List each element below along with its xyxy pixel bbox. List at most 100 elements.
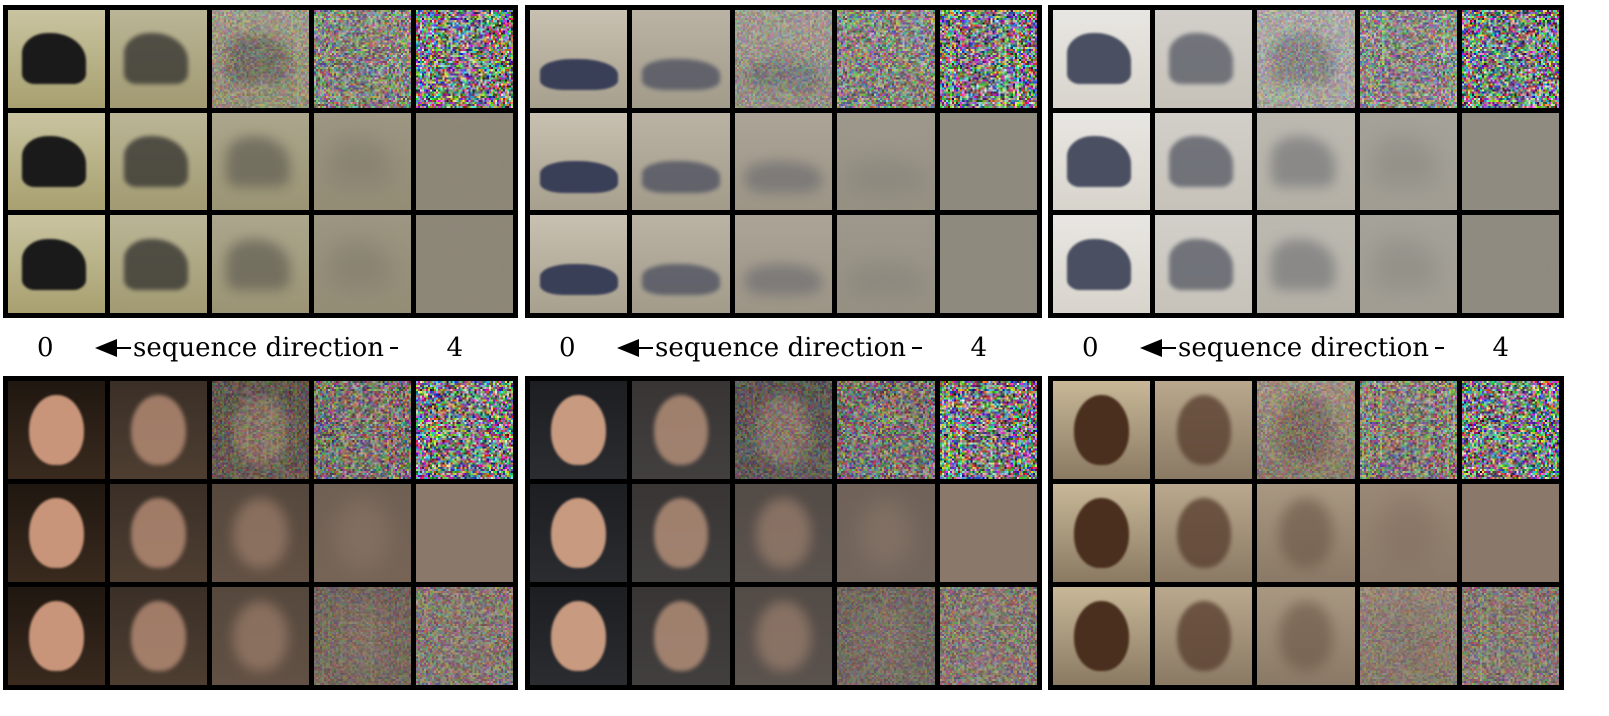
subject-shape xyxy=(21,238,86,290)
sample-image xyxy=(1257,10,1355,108)
subject-shape xyxy=(1074,497,1129,569)
sequence-end-label: 4 xyxy=(970,333,987,363)
subject-shape xyxy=(1278,600,1334,672)
sample-image xyxy=(1053,10,1151,108)
noise-overlay xyxy=(1359,381,1457,479)
subject-shape xyxy=(1373,136,1438,187)
subject-shape xyxy=(539,161,618,193)
subject-shape xyxy=(949,264,1028,296)
subject-shape xyxy=(1475,238,1540,290)
subject-shape xyxy=(21,33,86,85)
sample-image xyxy=(416,381,513,479)
subject-shape xyxy=(429,238,494,290)
sample-image xyxy=(1461,587,1559,685)
sample-image xyxy=(1359,112,1457,211)
sample-image xyxy=(110,587,207,685)
sequence-start-label: 0 xyxy=(1082,333,1099,363)
subject-shape xyxy=(551,600,606,672)
sample-image xyxy=(314,381,411,479)
noise-overlay xyxy=(314,10,411,108)
noise-overlay xyxy=(416,381,513,479)
sequence-caption: 0 sequence direction 4 xyxy=(525,326,1042,370)
subject-shape xyxy=(1475,136,1540,187)
sample-image xyxy=(530,112,628,211)
arrow-shaft xyxy=(117,347,131,349)
sample-image xyxy=(1053,112,1151,211)
sample-image xyxy=(1461,112,1559,211)
subject-shape xyxy=(756,600,811,672)
subject-shape xyxy=(642,161,721,193)
noise-overlay xyxy=(1257,381,1355,479)
subject-shape xyxy=(225,136,290,187)
subject-shape xyxy=(653,497,709,569)
sample-image xyxy=(8,381,105,479)
sequence-caption: 0 sequence direction 4 xyxy=(3,326,518,370)
sample-image xyxy=(1053,484,1151,582)
sample-image xyxy=(212,587,309,685)
subject-shape xyxy=(744,264,823,296)
sequence-caption: 0 sequence direction 4 xyxy=(1048,326,1564,370)
sample-image xyxy=(1155,587,1253,685)
sample-image xyxy=(1257,381,1355,479)
subject-shape xyxy=(131,497,186,569)
subject-shape xyxy=(1176,600,1231,672)
subject-shape xyxy=(539,58,618,91)
sample-grid-horse xyxy=(3,5,518,318)
subject-shape xyxy=(642,264,721,296)
sample-image xyxy=(734,381,833,479)
sample-image xyxy=(1155,112,1253,211)
noise-overlay xyxy=(1257,10,1355,108)
sample-image xyxy=(1461,381,1559,479)
sample-image xyxy=(734,587,833,685)
arrow-shaft xyxy=(389,347,398,349)
subject-shape xyxy=(29,394,84,466)
subject-shape xyxy=(846,161,925,193)
sample-image xyxy=(939,112,1037,211)
sample-image xyxy=(8,587,105,685)
subject-shape xyxy=(233,600,288,672)
sample-image xyxy=(632,112,730,211)
sample-image xyxy=(110,484,207,582)
arrow-shaft xyxy=(639,347,653,349)
noise-overlay xyxy=(314,381,411,479)
sample-grid-face-man xyxy=(525,376,1042,690)
subject-shape xyxy=(653,600,709,672)
subject-shape xyxy=(29,497,84,569)
subject-shape xyxy=(1270,238,1336,290)
subject-shape xyxy=(1483,497,1538,569)
sample-grid-face-woman xyxy=(3,376,518,690)
sample-image xyxy=(1155,381,1253,479)
sample-image xyxy=(1359,484,1457,582)
noise-overlay xyxy=(1461,10,1559,108)
arrow-shaft xyxy=(911,347,922,349)
sample-image xyxy=(212,112,309,211)
subject-shape xyxy=(123,33,188,85)
subject-shape xyxy=(846,264,925,296)
sample-image xyxy=(837,484,935,582)
sequence-arrow: sequence direction xyxy=(95,333,398,363)
noise-overlay xyxy=(1461,587,1559,685)
sample-grid-car xyxy=(525,5,1042,318)
sample-image xyxy=(1359,215,1457,313)
subject-shape xyxy=(539,264,618,296)
subject-shape xyxy=(1373,238,1438,290)
noise-overlay xyxy=(939,381,1037,479)
subject-shape xyxy=(29,600,84,672)
sample-image xyxy=(110,112,207,211)
arrow-left-icon xyxy=(1140,339,1162,357)
sample-image xyxy=(1257,215,1355,313)
sample-image xyxy=(530,10,628,108)
subject-shape xyxy=(653,394,709,466)
sample-image xyxy=(632,484,730,582)
sequence-direction-label: sequence direction xyxy=(133,333,384,363)
sample-image xyxy=(1053,381,1151,479)
sample-image xyxy=(939,10,1037,108)
sample-image xyxy=(212,484,309,582)
noise-overlay xyxy=(837,587,935,685)
noise-overlay xyxy=(837,381,935,479)
subject-shape xyxy=(123,238,188,290)
subject-shape xyxy=(131,600,186,672)
noise-overlay xyxy=(837,10,935,108)
sample-image xyxy=(632,215,730,313)
sample-image xyxy=(416,215,513,313)
